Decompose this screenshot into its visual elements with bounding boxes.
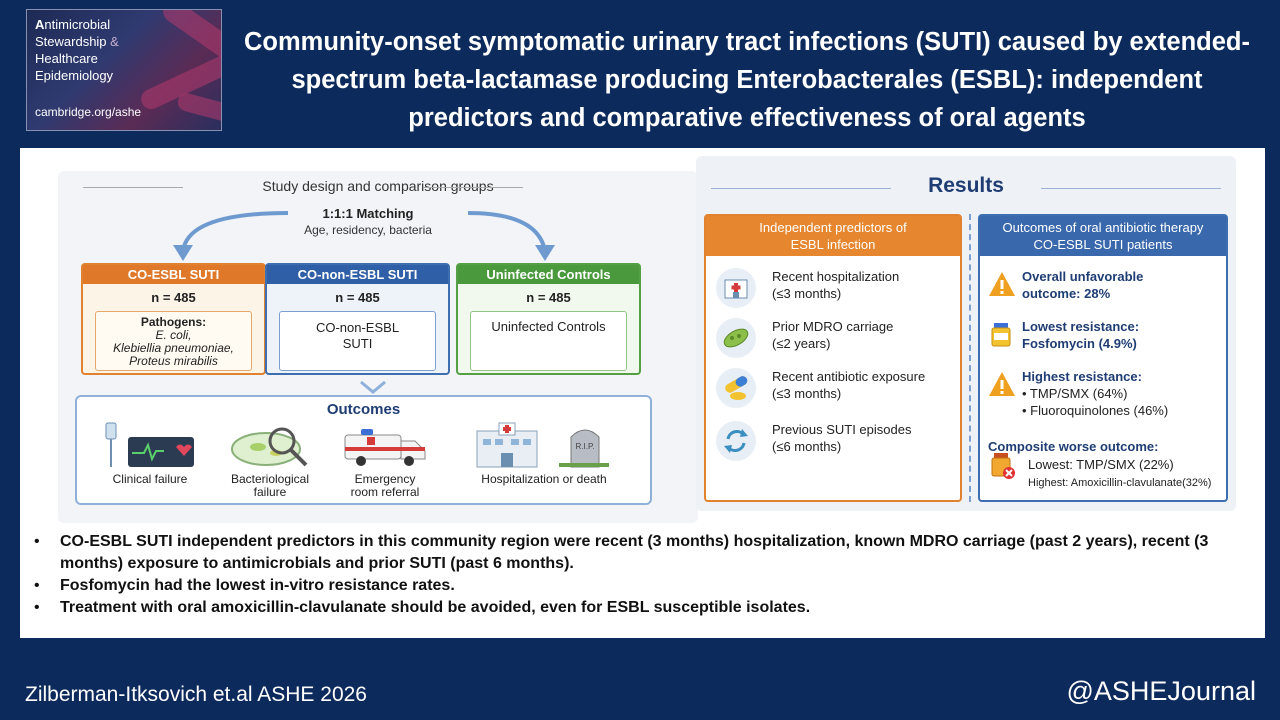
group-header: CO-ESBL SUTI xyxy=(83,265,264,284)
oral-outcomes-header: Outcomes of oral antibiotic therapy CO-E… xyxy=(980,216,1226,256)
outcome-clinical-failure: Clinical failure xyxy=(95,421,205,486)
outcomes-title: Outcomes xyxy=(326,401,401,418)
logo-line-1: Antimicrobial xyxy=(35,17,111,32)
hospital-grave-icon: R.I.P. xyxy=(476,422,609,468)
logo-line-4: Epidemiology xyxy=(35,68,114,83)
composite-lowest: Lowest: TMP/SMX (22%) xyxy=(1028,457,1174,472)
predictors-column: Independent predictors of ESBL infection… xyxy=(704,214,962,502)
warning-icon xyxy=(989,272,1015,296)
bacteria-icon xyxy=(716,318,756,358)
composite-highest: Highest: Amoxicillin-clavulanate(32%) xyxy=(1028,477,1212,489)
outcome-bacteriological-failure: Bacteriological failure xyxy=(215,421,325,499)
warning-icon xyxy=(989,372,1015,396)
study-design-header: Study design and comparison groups xyxy=(58,178,698,194)
poster-title: Community-onset symptomatic urinary trac… xyxy=(243,28,1251,132)
logo-url: cambridge.org/ashe xyxy=(35,105,142,119)
group-header: Uninfected Controls xyxy=(458,265,639,284)
predictor-antibiotic-exposure: Recent antibiotic exposure (≤3 months) xyxy=(716,366,956,412)
pills-icon xyxy=(716,368,756,408)
finding-bullet: Treatment with oral amoxicillin-clavulan… xyxy=(28,597,1258,619)
journal-logo: Antimicrobial Stewardship & Healthcare E… xyxy=(26,9,222,131)
group-detail: CO-non-ESBL SUTI xyxy=(279,311,436,371)
outcomes-box: Outcomes Clinical failure xyxy=(75,395,652,505)
logo-line-3: Healthcare xyxy=(35,51,98,66)
matching-title: 1:1:1 Matching Age, residency, bacteria xyxy=(258,206,478,237)
citation: Zilberman-Itksovich et.al ASHE 2026 xyxy=(25,683,367,706)
group-n: n = 485 xyxy=(526,290,571,305)
finding-bullet: Fosfomycin had the lowest in-vitro resis… xyxy=(28,575,1258,597)
medicine-bottle-icon xyxy=(991,323,1011,347)
predictor-previous-suti: Previous SUTI episodes (≤6 months) xyxy=(716,419,956,465)
matching-arrows xyxy=(173,211,555,261)
predictor-hospitalization: Recent hospitalization (≤3 months) xyxy=(716,266,956,312)
column-divider xyxy=(969,214,971,502)
predictors-header: Independent predictors of ESBL infection xyxy=(706,216,960,256)
medicine-bottle-x-icon xyxy=(991,453,1015,479)
twitter-handle[interactable]: @ASHEJournal xyxy=(1066,676,1257,706)
group-co-non-esbl: CO-non-ESBL SUTI n = 485 CO-non-ESBL SUT… xyxy=(265,263,450,375)
logo-line-2: Stewardship & xyxy=(35,34,119,49)
group-co-esbl: CO-ESBL SUTI n = 485 Pathogens: E. coli,… xyxy=(81,263,266,375)
group-detail: Uninfected Controls xyxy=(470,311,627,371)
group-n: n = 485 xyxy=(335,290,380,305)
group-n: n = 485 xyxy=(151,290,196,305)
outcome-hospitalization-death: R.I.P. Hospitalization or death xyxy=(449,421,639,486)
finding-bullet: CO-ESBL SUTI independent predictors in t… xyxy=(28,531,1258,575)
results-figure: Results Independent predictors of ESBL i… xyxy=(696,156,1236,511)
results-header: Results xyxy=(696,174,1236,198)
key-findings-list: CO-ESBL SUTI independent predictors in t… xyxy=(28,531,1258,619)
content-panel: Study design and comparison groups 1:1:1… xyxy=(20,148,1265,638)
study-design-figure: Study design and comparison groups 1:1:1… xyxy=(58,171,698,523)
petri-dish-icon xyxy=(231,427,308,467)
matching-criteria: Age, residency, bacteria xyxy=(304,223,432,237)
oral-therapy-outcomes-column: Outcomes of oral antibiotic therapy CO-E… xyxy=(978,214,1228,502)
down-chevron-icon xyxy=(360,380,386,394)
group-detail: Pathogens: E. coli, Klebiellia pneumonia… xyxy=(95,311,252,371)
recurrence-icon xyxy=(716,421,756,461)
svg-text:R.I.P.: R.I.P. xyxy=(576,442,595,451)
ambulance-icon xyxy=(344,429,426,466)
iv-monitor-icon xyxy=(105,422,194,467)
predictor-mdro-carriage: Prior MDRO carriage (≤2 years) xyxy=(716,316,956,362)
group-uninfected-controls: Uninfected Controls n = 485 Uninfected C… xyxy=(456,263,641,375)
outcome-emergency-referral: Emergency room referral xyxy=(335,421,435,499)
hospital-icon xyxy=(716,268,756,308)
group-header: CO-non-ESBL SUTI xyxy=(267,265,448,284)
